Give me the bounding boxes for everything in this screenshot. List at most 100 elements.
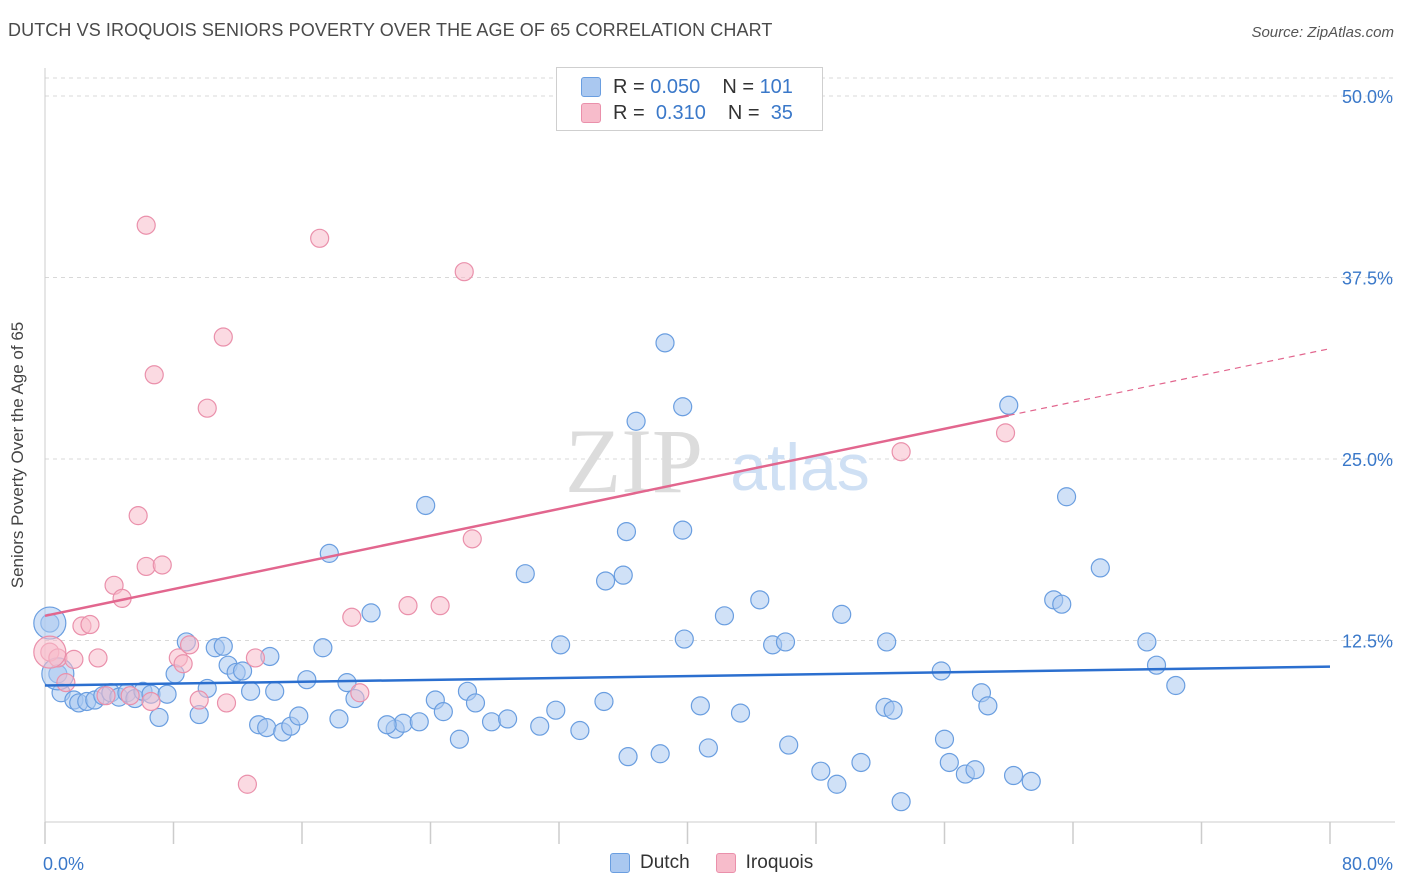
x-tick-label-max: 80.0% [1342, 854, 1393, 874]
data-point [594, 691, 614, 712]
data-point [144, 365, 164, 385]
data-point [141, 691, 161, 712]
dutch-trend-line [44, 665, 1331, 687]
data-point [157, 684, 177, 704]
data-point [673, 520, 693, 540]
chart-title: DUTCH VS IROQUOIS SENIORS POVERTY OVER T… [8, 20, 773, 40]
data-point [398, 596, 418, 616]
data-point [877, 632, 897, 652]
data-point [832, 604, 852, 624]
data-point [965, 760, 985, 780]
legend-r-label: R = [613, 101, 645, 124]
data-point [361, 603, 381, 623]
grid-lines [45, 77, 1395, 641]
data-point [1146, 655, 1167, 675]
iroquois-swatch [581, 103, 601, 123]
data-point [1003, 765, 1024, 786]
data-point [883, 700, 903, 720]
iroquois-trend-line [44, 414, 1010, 618]
y-tick-label: 37.5% [1342, 269, 1393, 289]
data-point [152, 555, 172, 575]
data-point [698, 738, 718, 758]
data-point [297, 670, 317, 690]
trend-lines [44, 348, 1331, 687]
data-point [462, 529, 482, 549]
data-point [999, 395, 1019, 415]
data-point [498, 709, 518, 729]
data-point [313, 638, 333, 658]
data-point [216, 693, 237, 713]
correlation-legend: R = 0.050 N = 101 R = 0.310 N = 35 [556, 67, 823, 131]
data-point [136, 215, 156, 235]
legend-label-iroquois: Iroquois [745, 852, 814, 873]
iroquois-points [33, 215, 1016, 794]
data-point [1056, 487, 1077, 507]
y-tick-label: 25.0% [1342, 450, 1393, 470]
legend-n-value: 101 [759, 75, 793, 98]
data-point [1090, 558, 1110, 578]
data-point [409, 712, 429, 732]
data-point [245, 648, 266, 668]
legend-item-iroquois: Iroquois [715, 852, 814, 874]
data-point [337, 673, 357, 693]
data-point [350, 683, 370, 703]
data-point [515, 564, 535, 584]
data-point [213, 636, 233, 656]
data-point [197, 398, 217, 418]
data-point [1052, 594, 1072, 614]
data-point [674, 629, 694, 649]
data-point [128, 506, 148, 526]
data-point [189, 690, 209, 710]
data-point [88, 648, 108, 668]
data-point [827, 774, 847, 794]
data-point [616, 521, 637, 542]
data-point [690, 696, 710, 716]
data-point [655, 333, 675, 353]
data-point [393, 713, 413, 733]
source-credit: Source: ZipAtlas.com [1251, 24, 1394, 41]
y-tick-label: 50.0% [1342, 87, 1393, 107]
data-point-large [33, 635, 67, 669]
data-point [430, 596, 450, 616]
x-tick-label-min: 0.0% [43, 854, 84, 874]
data-point [891, 442, 911, 462]
axes [44, 68, 1395, 844]
data-point [673, 397, 693, 417]
legend-row-dutch: R = 0.050 N = 101 [581, 75, 793, 99]
data-point [213, 327, 233, 347]
legend-label-dutch: Dutch [640, 852, 690, 873]
legend-item-dutch: Dutch [610, 852, 690, 874]
data-point [454, 262, 474, 282]
data-point [481, 712, 502, 732]
data-point [595, 571, 616, 591]
data-point [1137, 632, 1157, 652]
data-point [120, 686, 140, 706]
data-point [257, 718, 277, 738]
data-point [149, 707, 169, 728]
data-point [237, 774, 257, 794]
data-point [546, 700, 566, 720]
data-point [449, 729, 470, 749]
data-point [750, 590, 770, 610]
data-point [136, 556, 156, 577]
data-point [939, 752, 959, 773]
data-point [934, 729, 955, 749]
data-point [779, 735, 799, 755]
data-point [232, 661, 253, 681]
data-point [551, 635, 571, 655]
legend-n-label: N = [722, 75, 754, 98]
data-point [714, 606, 735, 626]
data-point [416, 495, 436, 516]
data-point [978, 696, 998, 716]
dutch-points [33, 333, 1186, 812]
data-point [80, 614, 100, 635]
data-point [1021, 771, 1041, 791]
watermark-atlas: atlas [730, 430, 869, 504]
iroquois-trend-extension [1008, 348, 1331, 417]
dutch-legend-swatch [610, 853, 630, 873]
data-point [1166, 675, 1186, 696]
data-point [570, 720, 590, 741]
data-point [289, 706, 309, 726]
data-point [618, 747, 638, 767]
